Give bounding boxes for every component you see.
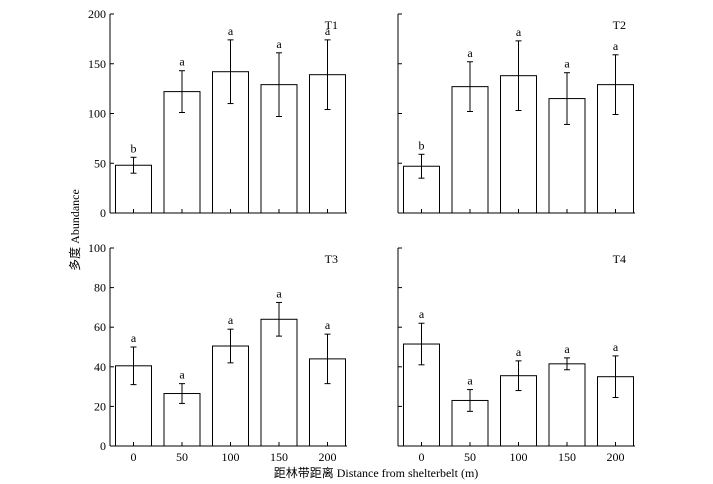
x-tick-label: 200: [607, 450, 625, 464]
y-tick-label: 60: [94, 320, 106, 334]
x-tick-label: 0: [131, 450, 137, 464]
bar: [260, 318, 298, 447]
panel-1: 0 50 100 150 200 T1 b a a a a: [88, 7, 347, 220]
x-axis-label: 距林带距离 Distance from shelterbelt (m): [274, 465, 479, 480]
x-tick-label: 150: [558, 450, 576, 464]
significance-letter: a: [131, 331, 137, 345]
x-tick-label: 150: [270, 450, 288, 464]
y-tick-label: 0: [100, 439, 106, 453]
significance-letter: a: [613, 340, 619, 354]
y-axis-label: 多度 Abundance: [67, 189, 82, 271]
panels: 0 50 100 150 200 T1 b a a a a T2 b a a a a 0 20 40 60 80 100 T3…: [88, 7, 635, 464]
significance-letter: a: [276, 37, 282, 51]
bar: [548, 363, 586, 447]
significance-letter: a: [325, 318, 331, 332]
significance-letter: a: [564, 57, 570, 71]
x-tick-label: 50: [176, 450, 188, 464]
panel-3: 0 20 40 60 80 100 T3 a 0 a 50 a 100 a 150 a 200: [88, 241, 347, 464]
significance-letter: a: [467, 374, 473, 388]
x-tick-label: 50: [464, 450, 476, 464]
significance-letter: a: [467, 46, 473, 60]
significance-letter: a: [325, 24, 331, 38]
panel-4: T4 a 0 a 50 a 100 a 150 a 200: [397, 247, 635, 464]
y-tick-label: 100: [88, 107, 106, 121]
significance-letter: b: [131, 141, 137, 155]
panel-title: T3: [325, 252, 338, 266]
y-tick-label: 100: [88, 241, 106, 255]
y-tick-label: 0: [100, 206, 106, 220]
y-tick-label: 150: [88, 57, 106, 71]
panel-2: T2 b a a a a: [397, 13, 635, 214]
y-tick-label: 20: [94, 399, 106, 413]
panel-title: T4: [613, 252, 626, 266]
x-tick-label: 100: [510, 450, 528, 464]
significance-letter: a: [564, 342, 570, 356]
y-tick-label: 50: [94, 156, 106, 170]
y-tick-label: 40: [94, 360, 106, 374]
significance-letter: a: [516, 25, 522, 39]
y-tick-label: 200: [88, 7, 106, 21]
x-tick-label: 100: [222, 450, 240, 464]
x-tick-label: 200: [319, 450, 337, 464]
y-tick-label: 80: [94, 281, 106, 295]
significance-letter: a: [179, 368, 185, 382]
significance-letter: a: [228, 313, 234, 327]
x-tick-label: 0: [419, 450, 425, 464]
significance-letter: b: [419, 138, 425, 152]
significance-letter: a: [179, 55, 185, 69]
panel-title: T1: [325, 18, 338, 32]
significance-letter: a: [419, 307, 425, 321]
significance-letter: a: [613, 39, 619, 53]
significance-letter: a: [276, 286, 282, 300]
panel-title: T2: [613, 18, 626, 32]
significance-letter: a: [228, 24, 234, 38]
significance-letter: a: [516, 345, 522, 359]
